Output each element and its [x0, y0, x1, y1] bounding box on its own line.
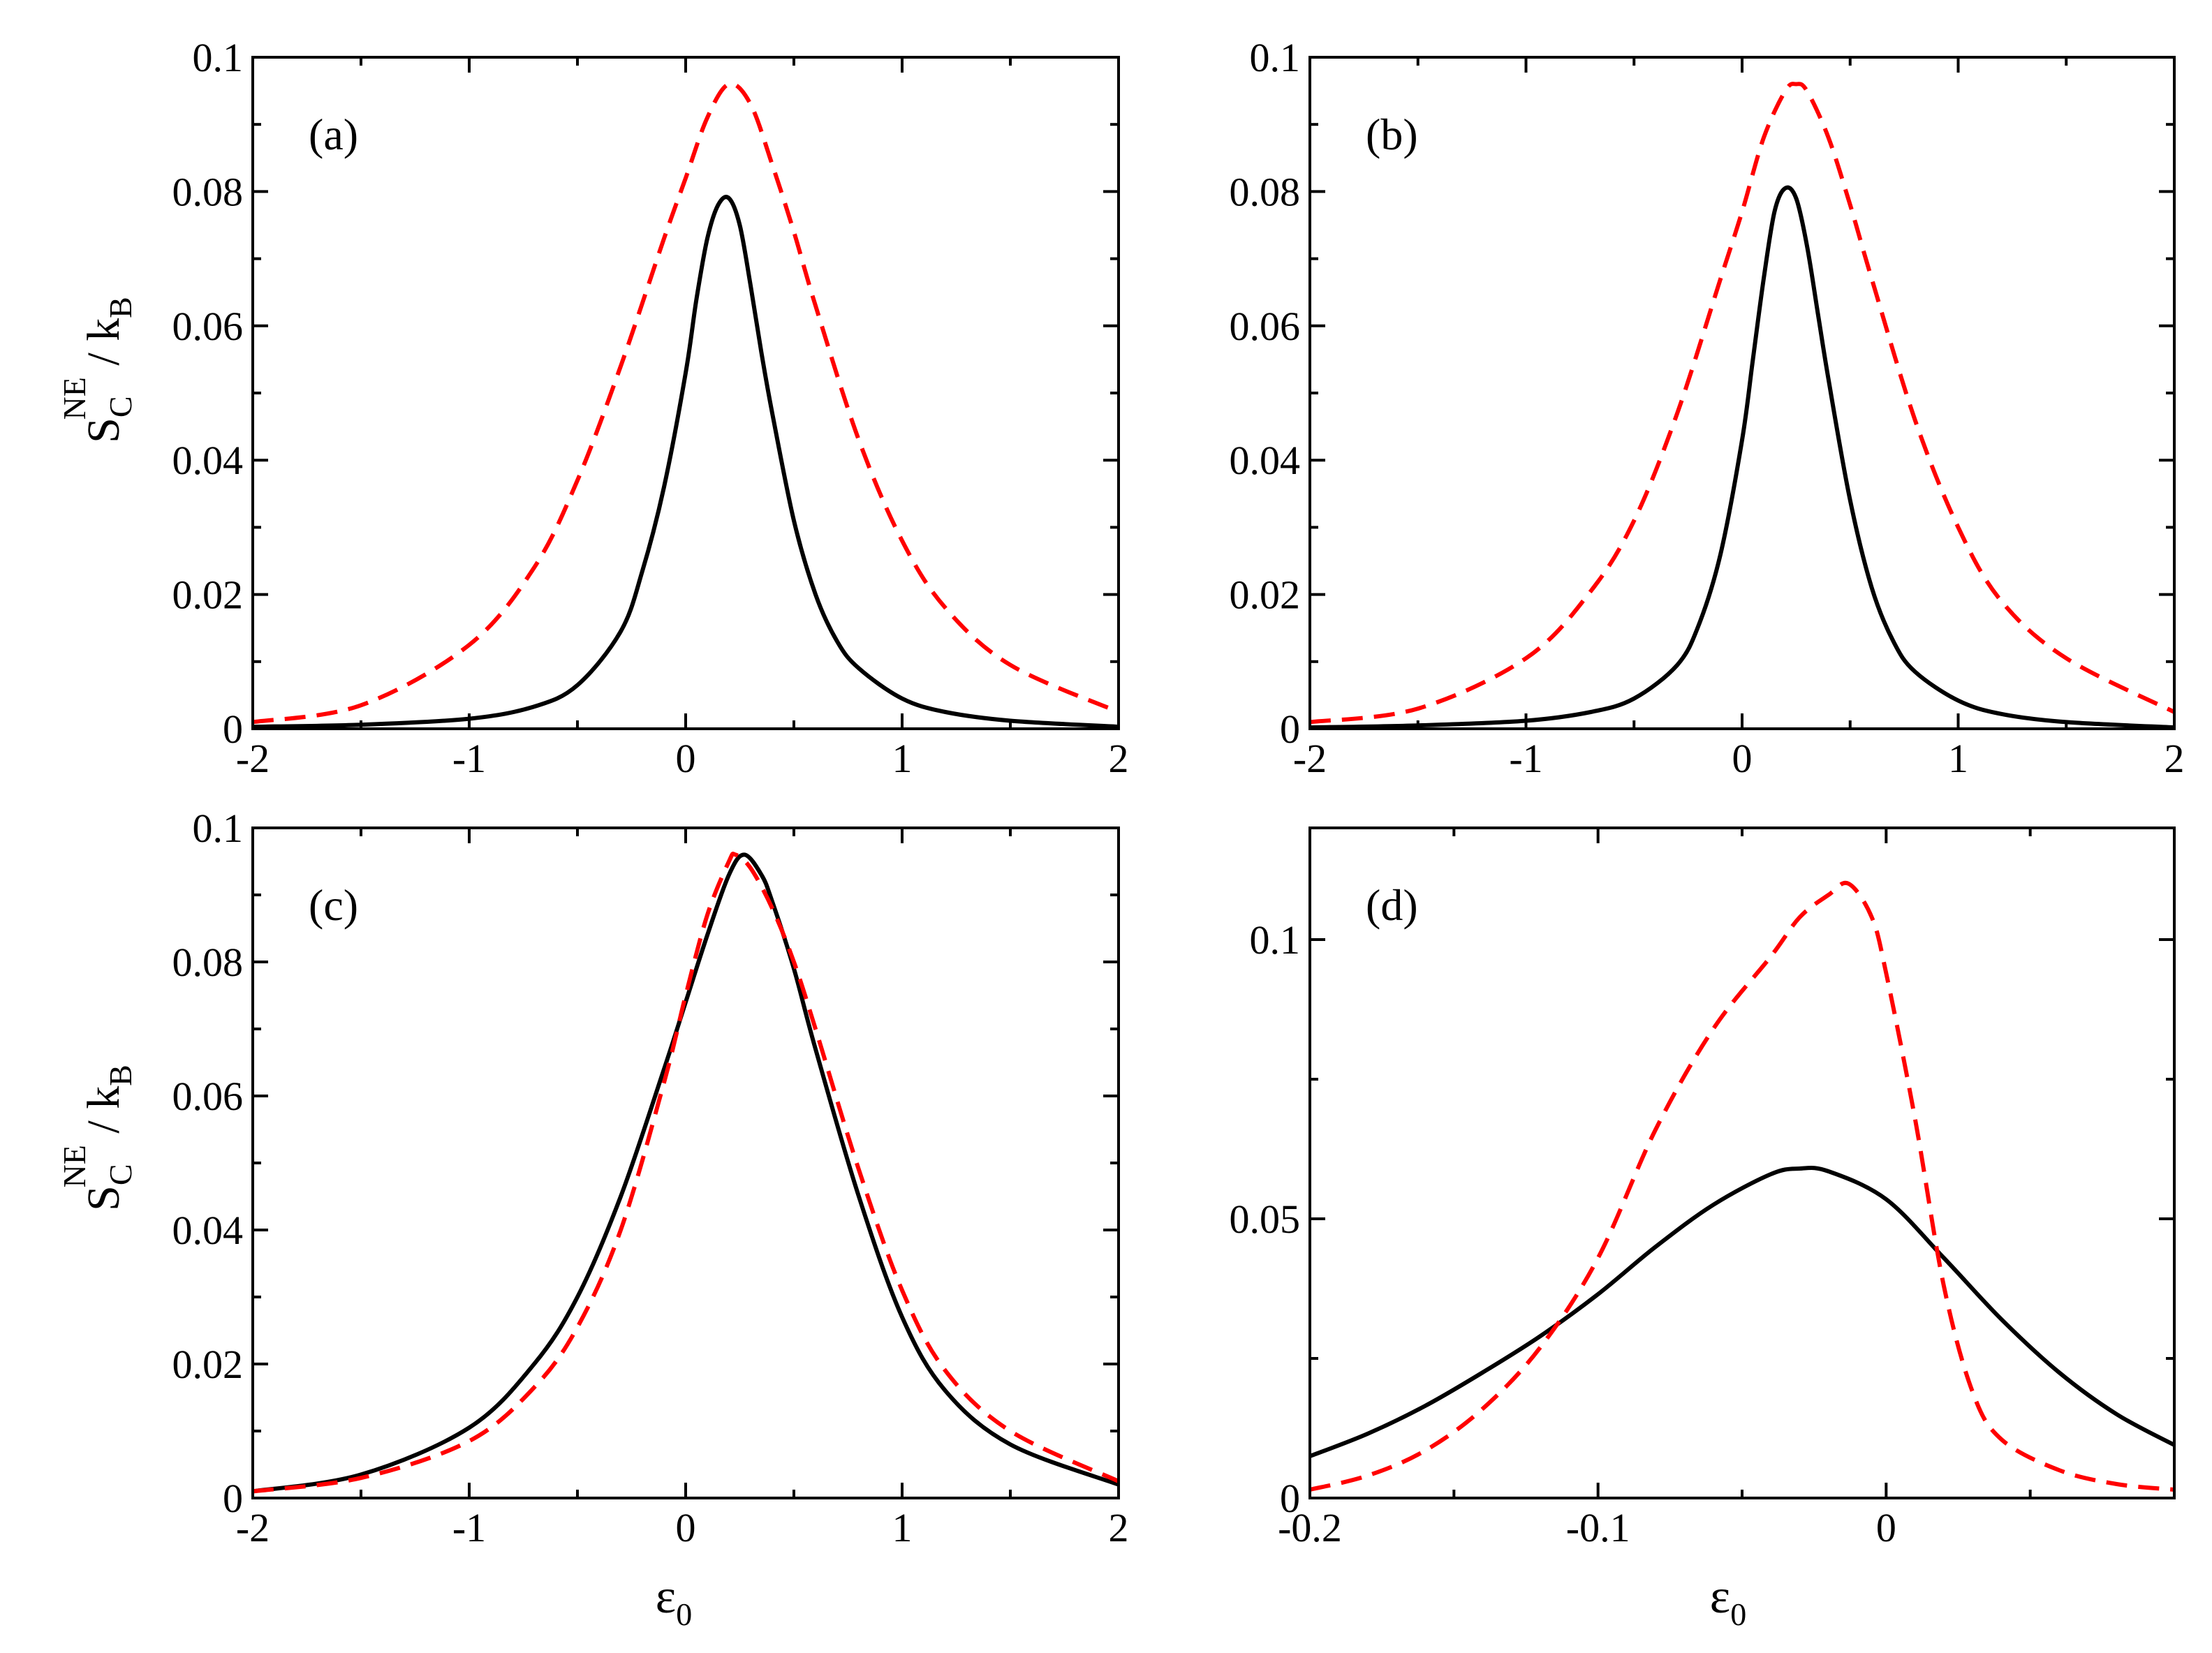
panel-d: -0.2 -0.1 0 0 0.05 0.1 (d) [1230, 826, 2176, 1550]
xlabel-main: ε [656, 1570, 676, 1624]
y-tick-label: 0.05 [1230, 1196, 1301, 1242]
y-axis-label-top: SC NE / kB [57, 297, 138, 443]
svg-text:SCNE / kB: SC NE / kB [57, 297, 138, 443]
x-tick-label: 0 [1876, 1505, 1896, 1550]
y-tick-label: 0 [1280, 1476, 1300, 1521]
xlabel-sub: 0 [676, 1596, 692, 1632]
x-tick-label: 2 [1109, 1505, 1129, 1550]
panel-c: -2 -1 0 1 2 0 0.02 0.04 0.06 0.08 0.1 (c) [172, 806, 1129, 1550]
x-tick-label: -1 [1509, 736, 1542, 781]
x-tick-label: -2 [1293, 736, 1327, 781]
y-tick-label: 0.08 [1230, 169, 1301, 214]
x-tick-label: -1 [452, 1505, 486, 1550]
series-dashed-line [1310, 82, 2174, 725]
x-tick-label: -1 [452, 736, 486, 781]
ylabel-rest: / k [78, 1086, 129, 1145]
svg-text:SCNE / kB: SC NE / kB [57, 1065, 138, 1211]
plot-frame [251, 56, 1120, 730]
x-tick-label: 0 [1732, 736, 1753, 781]
series-solid-line [1310, 185, 2174, 729]
y-tick-label: 0.1 [193, 35, 244, 80]
x-axis-label-left: ε0 [656, 1570, 692, 1632]
plot-frame [1308, 56, 2176, 730]
y-tick-label: 0.06 [172, 304, 244, 349]
panel-label: (d) [1366, 880, 1418, 930]
y-axis-label-bottom: SC NE / kB [57, 1065, 138, 1211]
ylabel-rest: / k [78, 318, 129, 377]
xlabel-sub: 0 [1730, 1596, 1746, 1632]
series-dashed-line [1310, 880, 2174, 1492]
y-tick-label: 0.1 [193, 806, 244, 851]
plot-frame [251, 826, 1120, 1499]
x-tick-label: 1 [1948, 736, 1968, 781]
panel-a: -2 -1 0 1 2 0 0.02 0.04 0.06 0.08 0.1 (a) [172, 35, 1129, 781]
x-tick-label: 1 [892, 736, 913, 781]
y-tick-label: 0.02 [172, 572, 244, 618]
y-tick-label: 0.04 [172, 1208, 244, 1253]
series-dashed-line [253, 82, 1119, 725]
y-tick-label: 0 [1280, 706, 1300, 752]
y-tick-label: 0.08 [172, 940, 244, 985]
panel-label: (c) [309, 880, 358, 930]
y-tick-label: 0.02 [1230, 572, 1301, 618]
x-tick-label: -0.1 [1566, 1505, 1630, 1550]
ylabel-sup: NE [57, 377, 92, 420]
y-tick-label: 0.04 [172, 438, 244, 483]
panel-b: -2 -1 0 1 2 0 0.02 0.04 0.06 0.08 0.1 (b) [1230, 35, 2185, 781]
ylabel-main: S [78, 417, 129, 443]
y-tick-label: 0.02 [172, 1342, 244, 1387]
x-tick-label: 2 [1109, 736, 1129, 781]
x-tick-label: -2 [236, 1505, 270, 1550]
panel-label: (b) [1366, 110, 1418, 159]
y-tick-label: 0.06 [172, 1074, 244, 1119]
ylabel-sub: C [103, 396, 138, 417]
ylabel-rest-sub: B [103, 1065, 138, 1086]
ylabel-main: S [78, 1185, 129, 1211]
x-tick-label: 0 [676, 1505, 696, 1550]
ylabel-rest-sub: B [103, 297, 138, 318]
y-tick-label: 0.06 [1230, 304, 1301, 349]
x-tick-label: 0 [676, 736, 696, 781]
ylabel-sup: NE [57, 1145, 92, 1187]
y-tick-label: 0.04 [1230, 438, 1301, 483]
series-solid-line [253, 195, 1119, 729]
panel-label: (a) [309, 110, 358, 159]
x-tick-label: 2 [2165, 736, 2185, 781]
x-tick-label: -0.2 [1278, 1505, 1342, 1550]
ylabel-sub: C [103, 1164, 138, 1185]
y-tick-label: 0.1 [1250, 917, 1301, 963]
xlabel-main: ε [1710, 1570, 1730, 1624]
y-tick-label: 0 [223, 706, 243, 752]
y-tick-label: 0.08 [172, 169, 244, 214]
y-tick-label: 0 [223, 1476, 243, 1521]
series-solid-line [253, 852, 1119, 1494]
x-axis-label-right: ε0 [1710, 1570, 1746, 1632]
y-tick-label: 0.1 [1250, 35, 1301, 80]
x-tick-label: 1 [892, 1505, 913, 1550]
series-solid-line [1310, 1166, 2174, 1458]
series-dashed-line [253, 851, 1119, 1494]
x-tick-label: -2 [236, 736, 270, 781]
